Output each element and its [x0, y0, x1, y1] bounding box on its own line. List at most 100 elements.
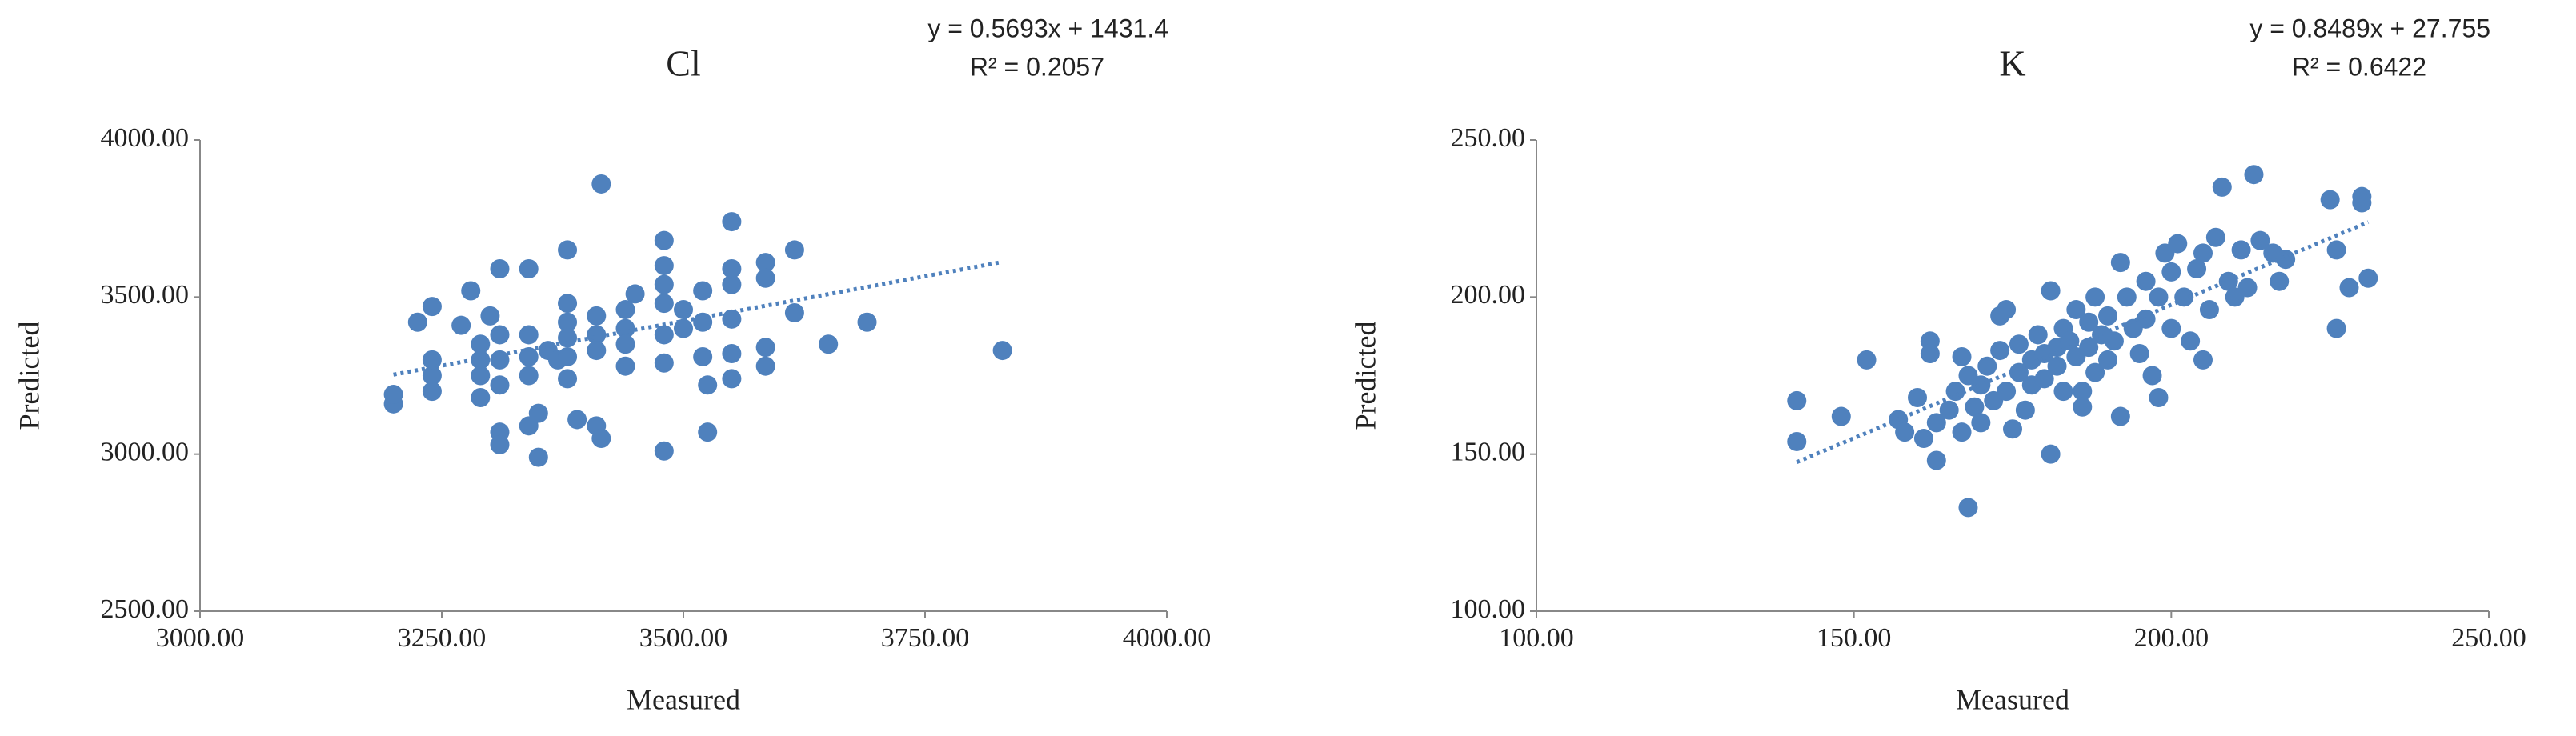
data-point [722, 258, 742, 278]
y-tick-label: 250.00 [1451, 123, 1526, 153]
data-point [2149, 287, 2169, 307]
data-point [2085, 287, 2105, 307]
data-point [654, 294, 674, 314]
chart-title: K [1999, 43, 2025, 84]
data-point [519, 366, 539, 386]
data-point [471, 334, 491, 354]
trendline [1796, 220, 2370, 464]
data-point [2218, 271, 2238, 291]
data-point [471, 387, 491, 407]
y-axis-label: Predicted [13, 322, 45, 430]
data-point [2231, 240, 2251, 260]
data-point [2066, 300, 2086, 320]
data-point [2079, 312, 2099, 332]
data-point [2003, 419, 2022, 439]
data-point [722, 309, 742, 329]
data-point [654, 353, 674, 373]
data-point [615, 300, 635, 320]
data-point [587, 306, 607, 326]
data-point [654, 230, 674, 250]
data-point [2161, 262, 2181, 282]
data-point [1945, 382, 1965, 402]
data-point [490, 375, 510, 395]
data-point [528, 403, 548, 423]
data-point [451, 315, 471, 335]
data-point [857, 312, 877, 332]
data-point [1952, 346, 1972, 366]
data-point [528, 447, 548, 467]
x-tick-label: 4000.00 [1123, 623, 1212, 653]
data-point [2073, 397, 2093, 417]
data-point [2028, 325, 2048, 345]
data-point [490, 325, 510, 345]
data-point [2212, 177, 2232, 197]
data-point [1787, 390, 1807, 410]
data-point [558, 240, 578, 260]
data-point [2244, 165, 2264, 185]
data-point [1997, 382, 2017, 402]
data-point [567, 410, 587, 430]
equation-label: R² = 0.2057 [970, 52, 1104, 81]
data-point [2110, 406, 2130, 426]
x-tick-label: 3750.00 [881, 623, 970, 653]
data-point [2041, 281, 2061, 301]
y-tick-label: 150.00 [1451, 437, 1526, 466]
data-point [2270, 271, 2290, 291]
data-point [674, 300, 693, 320]
data-point [519, 258, 539, 278]
data-point [2358, 268, 2378, 288]
data-point [422, 297, 442, 317]
data-point [2142, 366, 2162, 386]
y-tick-label: 4000.00 [101, 123, 190, 153]
equation-label: y = 0.5693x + 1431.4 [927, 14, 1168, 42]
data-point [2009, 334, 2029, 354]
data-point [2187, 258, 2207, 278]
data-point [2339, 278, 2359, 298]
data-point [2098, 306, 2117, 326]
data-point [2193, 243, 2213, 263]
data-point [2117, 287, 2137, 307]
data-point [1965, 397, 1985, 417]
data-point [2181, 331, 2201, 351]
data-point [2193, 350, 2213, 370]
data-point [654, 274, 674, 294]
equation-label: y = 0.8489x + 27.755 [2249, 14, 2490, 42]
data-point [591, 174, 611, 194]
data-point [615, 356, 635, 376]
data-point [2320, 190, 2340, 210]
data-point [625, 284, 645, 304]
data-point [784, 302, 804, 322]
data-point [1971, 375, 1991, 395]
data-point [2326, 240, 2346, 260]
data-point [1908, 387, 1927, 407]
x-tick-label: 3000.00 [156, 623, 245, 653]
data-point [2136, 309, 2156, 329]
data-point [1920, 344, 1940, 364]
data-point [1997, 300, 2017, 320]
data-point [558, 346, 578, 366]
x-axis-label: Measured [1956, 683, 2069, 715]
data-point [2168, 234, 2188, 254]
chart-title: Cl [666, 43, 700, 84]
data-point [819, 334, 839, 354]
data-point [755, 356, 775, 376]
y-tick-label: 200.00 [1451, 280, 1526, 310]
data-point [784, 240, 804, 260]
data-point [383, 385, 403, 405]
data-point [490, 434, 510, 454]
data-point [471, 366, 491, 386]
data-point [1990, 341, 2010, 361]
data-point [1952, 422, 1972, 442]
data-point [2085, 362, 2105, 382]
x-tick-label: 250.00 [2451, 623, 2526, 653]
data-point [698, 422, 718, 442]
data-point [698, 375, 718, 395]
x-tick-label: 150.00 [1817, 623, 1892, 653]
data-point [558, 312, 578, 332]
y-tick-label: 3000.00 [101, 437, 190, 466]
data-point [1958, 498, 1978, 518]
data-point [422, 366, 442, 386]
data-point [1971, 413, 1991, 433]
data-point [519, 325, 539, 345]
